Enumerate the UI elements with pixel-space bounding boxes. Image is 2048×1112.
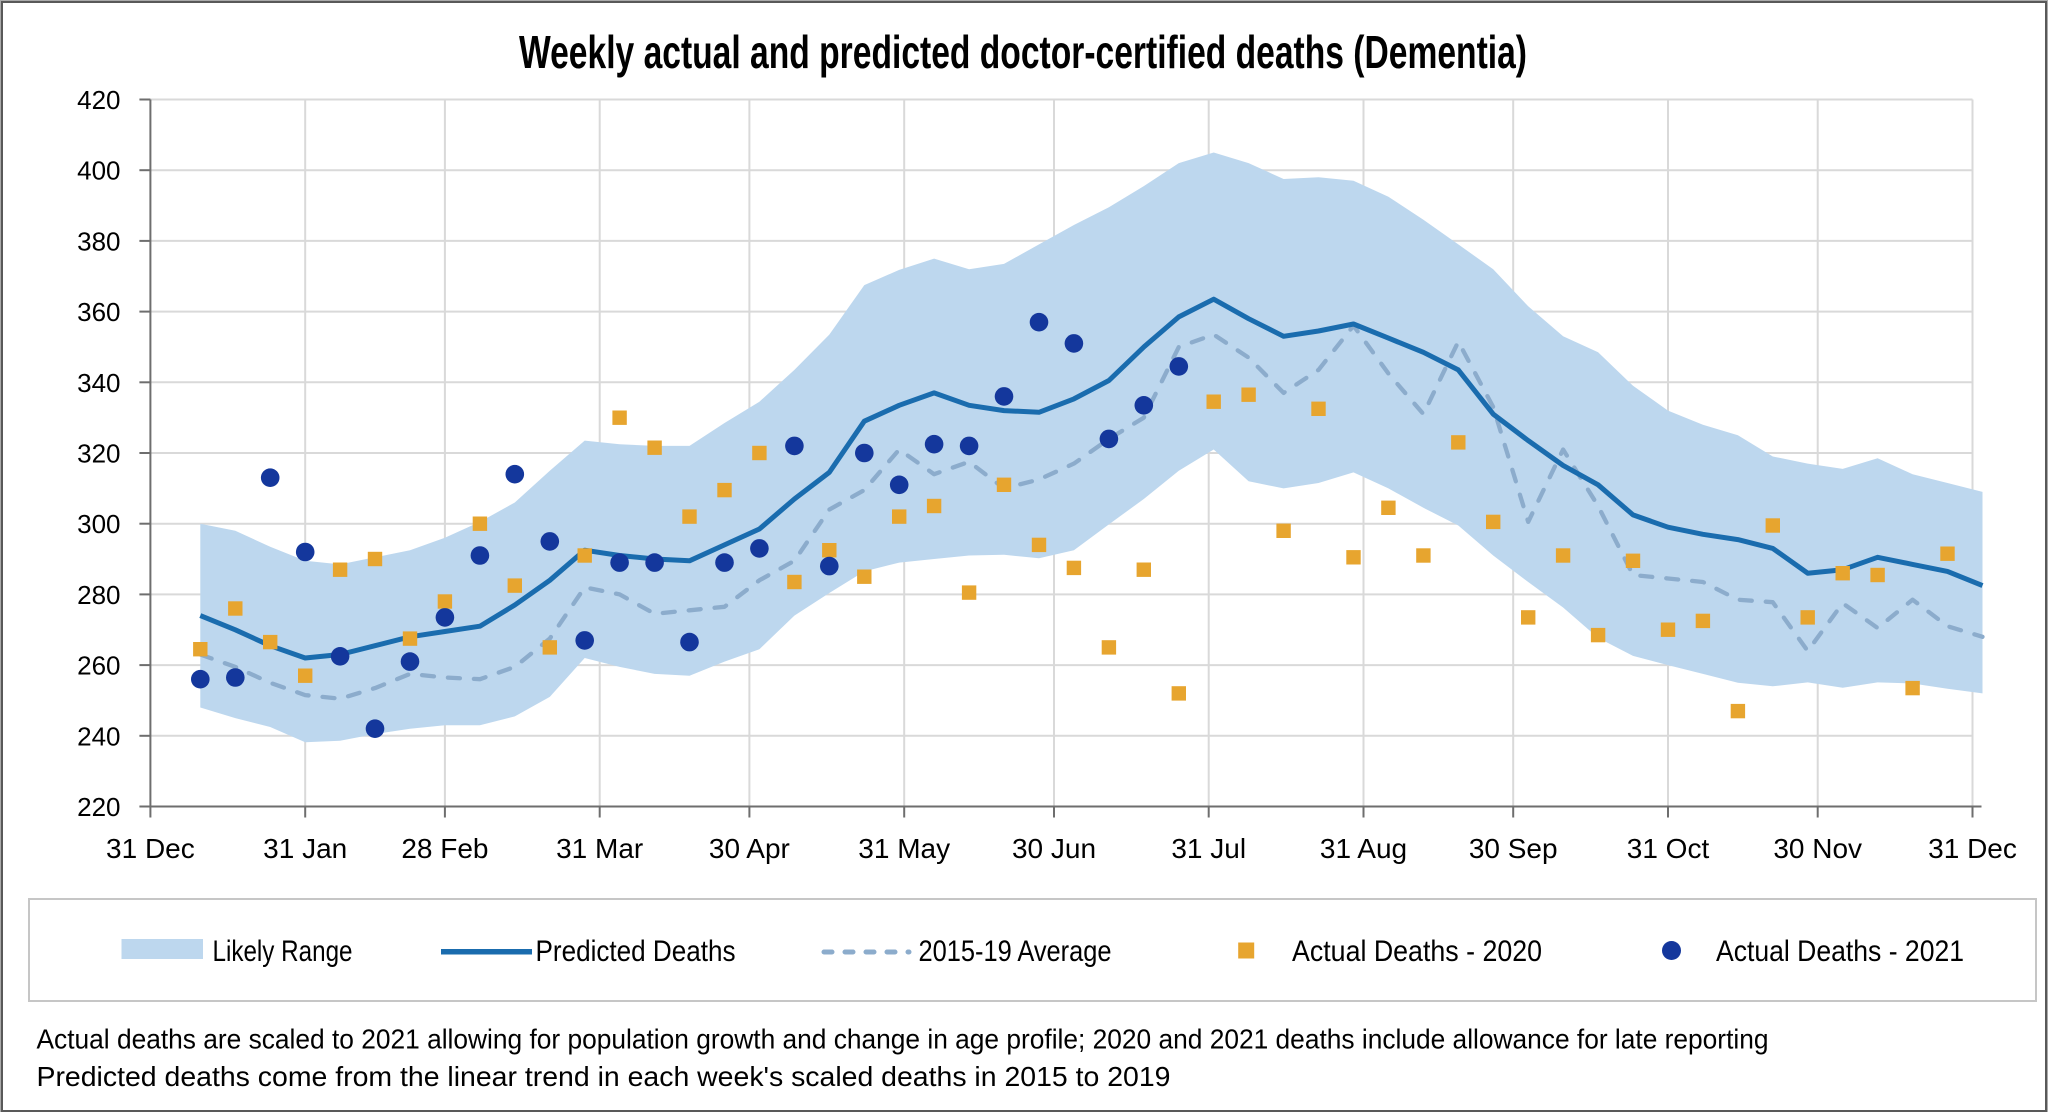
svg-text:260: 260	[77, 651, 120, 681]
svg-text:31 May: 31 May	[858, 833, 950, 864]
svg-text:Actual Deaths - 2021: Actual Deaths - 2021	[1716, 935, 1964, 968]
svg-text:420: 420	[77, 85, 120, 115]
svg-text:2015-19 Average: 2015-19 Average	[919, 935, 1112, 968]
svg-text:Predicted Deaths: Predicted Deaths	[536, 935, 736, 968]
svg-text:Likely Range: Likely Range	[213, 935, 353, 968]
svg-text:30 Apr: 30 Apr	[709, 833, 790, 864]
svg-text:280: 280	[77, 580, 120, 610]
svg-text:28 Feb: 28 Feb	[401, 833, 488, 864]
svg-text:Predicted deaths come from the: Predicted deaths come from the linear tr…	[37, 1061, 1171, 1092]
svg-text:30 Nov: 30 Nov	[1773, 833, 1862, 864]
svg-text:31 Mar: 31 Mar	[556, 833, 643, 864]
svg-text:240: 240	[77, 721, 120, 751]
svg-text:320: 320	[77, 439, 120, 469]
svg-text:31 Oct: 31 Oct	[1627, 833, 1710, 864]
svg-text:340: 340	[77, 368, 120, 398]
svg-text:Actual deaths are scaled to 20: Actual deaths are scaled to 2021 allowin…	[37, 1024, 1769, 1055]
svg-text:Actual Deaths - 2020: Actual Deaths - 2020	[1292, 935, 1542, 968]
svg-text:380: 380	[77, 226, 120, 256]
svg-text:30 Sep: 30 Sep	[1469, 833, 1558, 864]
svg-text:300: 300	[77, 509, 120, 539]
svg-text:31 Dec: 31 Dec	[106, 833, 195, 864]
svg-text:31 Jan: 31 Jan	[263, 833, 347, 864]
svg-text:31 Dec: 31 Dec	[1928, 833, 2017, 864]
svg-text:31 Jul: 31 Jul	[1171, 833, 1246, 864]
svg-text:360: 360	[77, 297, 120, 327]
svg-text:220: 220	[77, 792, 120, 822]
svg-text:400: 400	[77, 156, 120, 186]
svg-text:Weekly actual and predicted do: Weekly actual and predicted doctor-certi…	[519, 26, 1527, 78]
svg-text:31 Aug: 31 Aug	[1320, 833, 1407, 864]
svg-text:30 Jun: 30 Jun	[1012, 833, 1096, 864]
